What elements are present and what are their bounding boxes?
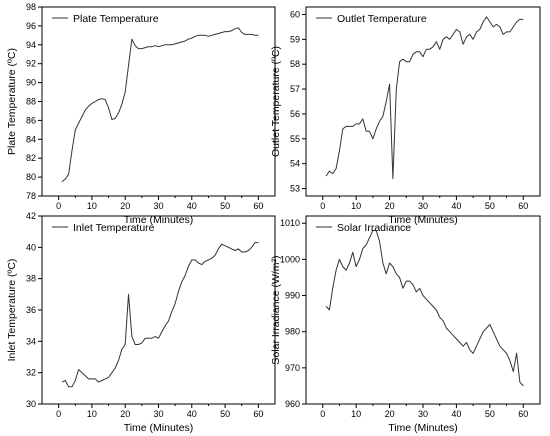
legend-label: Outlet Temperature (337, 13, 427, 25)
plate-temperature-panel: 0 10 20 30 40 50 60 78 80 82 84 86 88 90 92 94 96 98 Time … (6, 2, 276, 226)
x-tick-label: 60 (253, 201, 263, 211)
y-tick-label: 56 (290, 109, 300, 119)
x-tick-label: 40 (451, 409, 461, 419)
outlet-temperature-panel: 0 10 20 30 40 50 60 53 54 55 56 57 58 59 60 Time (Minut… (270, 6, 541, 226)
x-tick-label: 10 (351, 201, 361, 211)
x-tick-label: 20 (385, 409, 395, 419)
outlet-temperature-plot-frame (305, 6, 541, 197)
solar-irradiance-series-line (325, 230, 524, 387)
x-tick-label: 40 (451, 201, 461, 211)
y-tick-label: 80 (26, 172, 36, 182)
y-tick-label: 90 (26, 78, 36, 88)
x-tick-label: 50 (485, 409, 495, 419)
y-tick-label: 88 (26, 97, 36, 107)
y-tick-label: 960 (285, 399, 300, 409)
y-tick-label: 57 (290, 84, 300, 94)
y-tick-label: 58 (290, 59, 300, 69)
y-tick-label: 98 (26, 2, 36, 12)
x-tick-label: 30 (418, 409, 428, 419)
x-tick-label: 0 (320, 201, 325, 211)
x-tick-label: 60 (253, 409, 263, 419)
y-tick-label: 94 (26, 40, 36, 50)
legend-label: Inlet Temperature (73, 222, 155, 234)
y-tick-label: 60 (290, 9, 300, 19)
y-tick-label: 34 (26, 336, 36, 346)
y-tick-label: 42 (26, 211, 36, 221)
x-axis-label: Time (Minutes) (124, 214, 194, 226)
y-tick-label: 40 (26, 242, 36, 252)
x-tick-label: 60 (518, 201, 528, 211)
x-tick-label: 40 (187, 409, 197, 419)
plate-temperature-series-line (61, 27, 259, 183)
x-tick-label: 30 (418, 201, 428, 211)
y-axis-label: Plate Temperature (ºC) (6, 48, 18, 155)
y-tick-label: 38 (26, 274, 36, 284)
y-axis-label: Inlet Temperature (ºC) (6, 259, 18, 362)
x-tick-label: 50 (220, 201, 230, 211)
y-tick-label: 92 (26, 59, 36, 69)
y-tick-label: 54 (290, 159, 300, 169)
x-tick-label: 60 (518, 409, 528, 419)
x-tick-label: 10 (351, 409, 361, 419)
y-tick-label: 53 (290, 184, 300, 194)
y-tick-label: 82 (26, 153, 36, 163)
x-axis-label: Time (Minutes) (388, 214, 458, 226)
x-tick-label: 30 (153, 409, 163, 419)
x-tick-label: 0 (56, 201, 61, 211)
x-tick-label: 0 (56, 409, 61, 419)
x-tick-label: 40 (187, 201, 197, 211)
x-axis-label: Time (Minutes) (124, 422, 194, 434)
y-tick-label: 36 (26, 305, 36, 315)
solar-irradiance-panel: 0 10 20 30 40 50 60 960 970 980 990 1000 1010 Time (M… (270, 215, 541, 434)
y-axis-label: Outlet Temperature (ºC) (270, 46, 282, 157)
x-tick-label: 50 (220, 409, 230, 419)
solar-irradiance-plot-frame (305, 215, 541, 405)
inlet-temperature-series-line (61, 242, 259, 388)
y-tick-label: 84 (26, 134, 36, 144)
y-tick-label: 55 (290, 134, 300, 144)
y-tick-label: 96 (26, 21, 36, 31)
y-tick-label: 30 (26, 399, 36, 409)
x-tick-label: 20 (385, 201, 395, 211)
x-tick-label: 30 (153, 201, 163, 211)
x-tick-label: 20 (120, 201, 130, 211)
x-tick-label: 50 (485, 201, 495, 211)
legend-label: Solar Irradiance (337, 222, 411, 234)
y-tick-label: 59 (290, 34, 300, 44)
y-tick-label: 990 (285, 291, 300, 301)
x-tick-label: 0 (320, 409, 325, 419)
outlet-temperature-series-line (325, 16, 524, 180)
y-tick-label: 1000 (280, 254, 300, 264)
y-axis-label: Solar Irradiance (W/m²) (270, 255, 282, 364)
x-tick-label: 20 (120, 409, 130, 419)
y-tick-label: 78 (26, 191, 36, 201)
y-tick-label: 980 (285, 327, 300, 337)
y-tick-label: 86 (26, 115, 36, 125)
y-tick-label: 1010 (280, 218, 300, 228)
x-axis-label: Time (Minutes) (388, 422, 458, 434)
x-tick-label: 10 (87, 201, 97, 211)
plate-temperature-plot-frame (41, 6, 276, 197)
x-tick-label: 10 (87, 409, 97, 419)
y-tick-label: 970 (285, 363, 300, 373)
legend-label: Plate Temperature (73, 13, 159, 25)
inlet-temperature-panel: 0 10 20 30 40 50 60 30 32 34 36 38 40 42 Time (Minutes… (6, 211, 276, 434)
y-tick-label: 32 (26, 368, 36, 378)
